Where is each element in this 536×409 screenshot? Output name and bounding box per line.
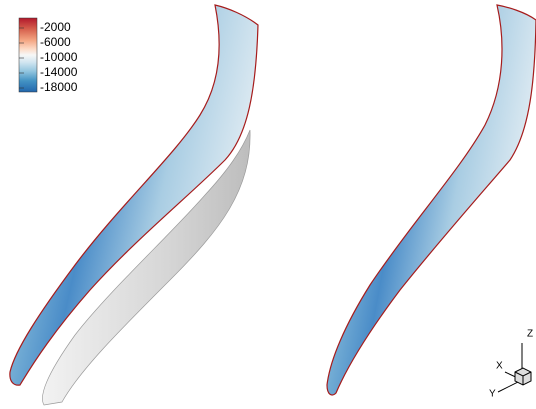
colorbar-label: -10000 (40, 50, 78, 64)
y-label: Y (489, 389, 496, 400)
colorbar (18, 17, 38, 93)
colorbar-ticks: -2000-6000-10000-14000-18000 (19, 20, 78, 94)
colorbar-label: -18000 (40, 80, 78, 94)
axis-cube-edge (514, 371, 532, 385)
x-label: X (496, 361, 503, 372)
axis-triad (497, 343, 532, 393)
blade (9, 4, 259, 386)
shadow-blade (42, 129, 251, 406)
colorbar-label: -14000 (40, 65, 78, 79)
blade (326, 4, 536, 396)
z-label: Z (527, 329, 533, 340)
colorbar-label: -2000 (40, 20, 71, 34)
colorbar-label: -6000 (40, 35, 71, 49)
